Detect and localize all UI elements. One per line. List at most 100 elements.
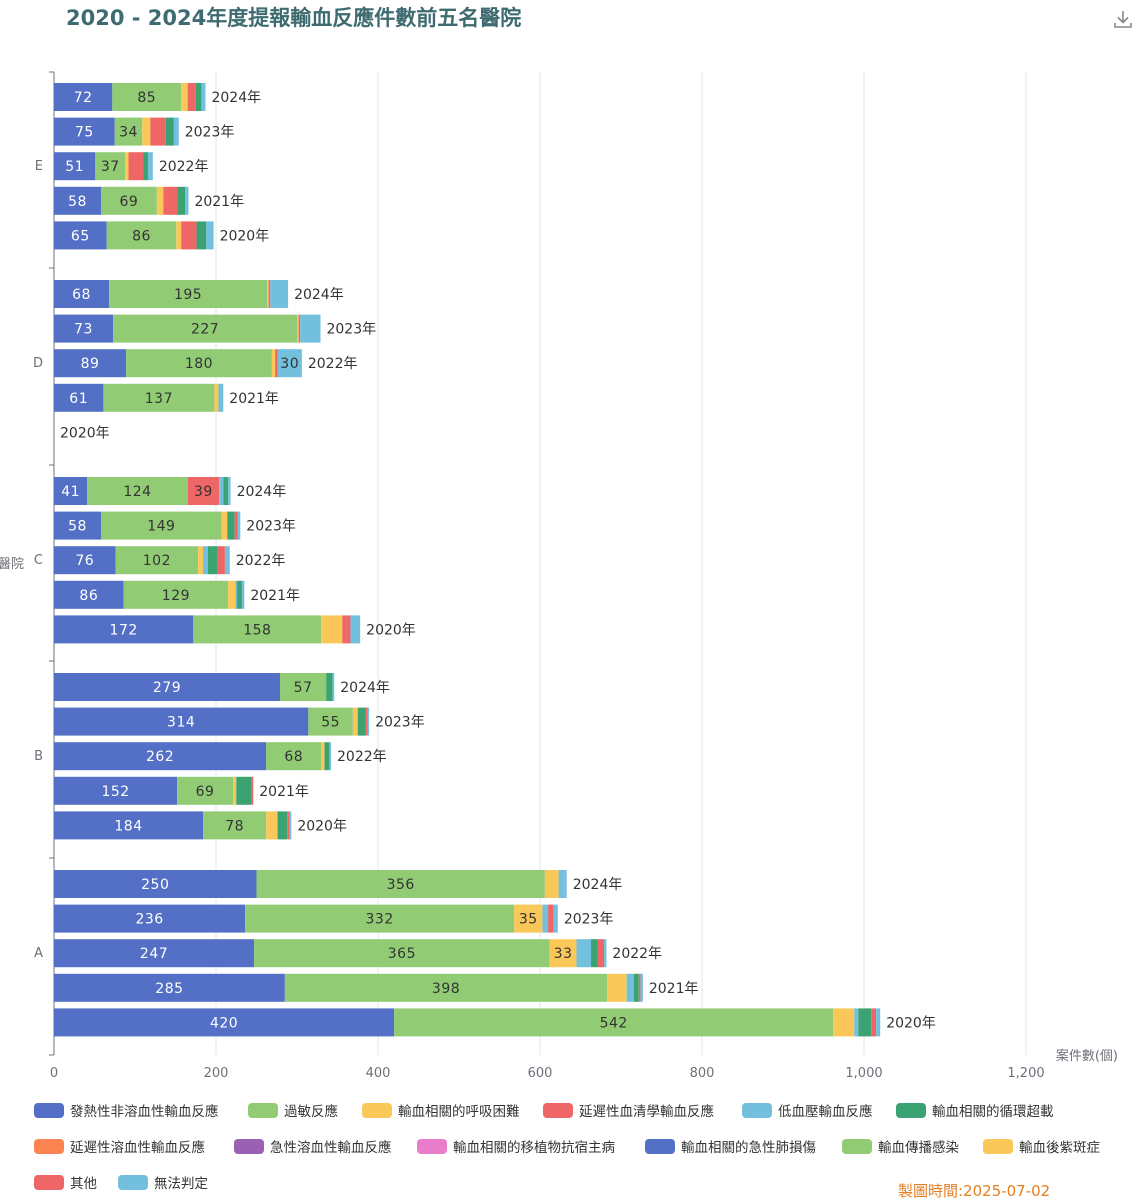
bar-segment[interactable] bbox=[54, 707, 309, 736]
bar-segment[interactable] bbox=[54, 280, 110, 308]
bar-segment[interactable] bbox=[626, 973, 634, 1002]
bar-segment[interactable] bbox=[113, 314, 297, 343]
legend-item[interactable]: 輸血相關的呼吸困難 bbox=[362, 1100, 520, 1120]
bar-segment[interactable] bbox=[871, 1008, 877, 1037]
bar-segment[interactable] bbox=[279, 673, 327, 701]
bar-segment[interactable] bbox=[163, 186, 178, 215]
legend-item[interactable]: 無法判定 bbox=[118, 1172, 208, 1192]
bar-segment[interactable] bbox=[114, 117, 143, 146]
bar-segment[interactable] bbox=[54, 615, 194, 644]
bar-segment[interactable] bbox=[54, 742, 267, 771]
bar-segment[interactable] bbox=[270, 280, 289, 308]
bar-segment[interactable] bbox=[603, 939, 607, 968]
bar-segment[interactable] bbox=[277, 349, 302, 378]
download-icon[interactable] bbox=[1112, 8, 1134, 30]
bar-segment[interactable] bbox=[54, 904, 246, 933]
bar-segment[interactable] bbox=[234, 511, 238, 540]
bar-segment[interactable] bbox=[357, 707, 366, 736]
bar-segment[interactable] bbox=[367, 707, 370, 736]
bar-segment[interactable] bbox=[87, 477, 188, 505]
bar-segment[interactable] bbox=[298, 314, 301, 343]
bar-segment[interactable] bbox=[54, 314, 114, 343]
bar-segment[interactable] bbox=[548, 904, 554, 933]
bar-segment[interactable] bbox=[193, 615, 322, 644]
bar-segment[interactable] bbox=[195, 83, 202, 111]
bar-segment[interactable] bbox=[123, 580, 229, 609]
bar-segment[interactable] bbox=[326, 673, 333, 701]
bar-segment[interactable] bbox=[297, 314, 299, 343]
legend-item[interactable]: 過敏反應 bbox=[248, 1100, 338, 1120]
bar-segment[interactable] bbox=[365, 707, 368, 736]
bar-segment[interactable] bbox=[106, 221, 177, 250]
bar-segment[interactable] bbox=[181, 83, 188, 111]
bar-segment[interactable] bbox=[176, 221, 182, 250]
bar-segment[interactable] bbox=[350, 615, 361, 644]
bar-segment[interactable] bbox=[54, 776, 178, 805]
bar-segment[interactable] bbox=[284, 973, 608, 1002]
bar-segment[interactable] bbox=[256, 870, 545, 898]
bar-segment[interactable] bbox=[54, 152, 96, 181]
bar-segment[interactable] bbox=[287, 811, 290, 840]
bar-segment[interactable] bbox=[54, 811, 204, 840]
bar-segment[interactable] bbox=[394, 1008, 834, 1037]
legend-item[interactable]: 輸血傳播感染 bbox=[842, 1136, 959, 1156]
bar-segment[interactable] bbox=[342, 615, 347, 644]
bar-segment[interactable] bbox=[321, 615, 343, 644]
legend-item[interactable]: 延遲性溶血性輸血反應 bbox=[34, 1136, 205, 1156]
bar-segment[interactable] bbox=[267, 280, 269, 308]
bar-segment[interactable] bbox=[277, 811, 288, 840]
bar-segment[interactable] bbox=[576, 939, 592, 968]
bar-segment[interactable] bbox=[203, 546, 208, 575]
bar-segment[interactable] bbox=[254, 939, 550, 968]
bar-segment[interactable] bbox=[173, 117, 179, 146]
bar-segment[interactable] bbox=[177, 186, 186, 215]
bar-segment[interactable] bbox=[54, 383, 104, 412]
legend-item[interactable]: 輸血相關的移植物抗宿主病 bbox=[417, 1136, 615, 1156]
bar-segment[interactable] bbox=[876, 1008, 881, 1037]
bar-segment[interactable] bbox=[224, 546, 230, 575]
bar-segment[interactable] bbox=[236, 776, 252, 805]
bar-segment[interactable] bbox=[54, 673, 280, 701]
bar-segment[interactable] bbox=[308, 707, 353, 736]
bar-segment[interactable] bbox=[54, 546, 116, 575]
bar-segment[interactable] bbox=[251, 776, 254, 805]
bar-segment[interactable] bbox=[221, 511, 228, 540]
bar-segment[interactable] bbox=[54, 117, 115, 146]
bar-segment[interactable] bbox=[324, 742, 330, 771]
bar-segment[interactable] bbox=[103, 383, 215, 412]
legend-item[interactable]: 低血壓輸血反應 bbox=[742, 1100, 873, 1120]
bar-segment[interactable] bbox=[54, 186, 101, 215]
bar-segment[interactable] bbox=[95, 152, 126, 181]
bar-segment[interactable] bbox=[346, 615, 351, 644]
bar-segment[interactable] bbox=[177, 776, 234, 805]
bar-segment[interactable] bbox=[237, 580, 242, 609]
bar-segment[interactable] bbox=[223, 477, 229, 505]
bar-segment[interactable] bbox=[218, 383, 224, 412]
bar-segment[interactable] bbox=[54, 511, 101, 540]
bar-segment[interactable] bbox=[237, 511, 241, 540]
bar-segment[interactable] bbox=[607, 973, 627, 1002]
bar-segment[interactable] bbox=[54, 349, 127, 378]
bar-segment[interactable] bbox=[235, 580, 238, 609]
bar-segment[interactable] bbox=[640, 973, 643, 1002]
bar-segment[interactable] bbox=[271, 349, 276, 378]
bar-segment[interactable] bbox=[187, 83, 196, 111]
bar-segment[interactable] bbox=[181, 221, 197, 250]
bar-segment[interactable] bbox=[219, 477, 224, 505]
bar-segment[interactable] bbox=[275, 349, 278, 378]
bar-segment[interactable] bbox=[112, 83, 182, 111]
bar-segment[interactable] bbox=[203, 811, 267, 840]
bar-segment[interactable] bbox=[352, 707, 358, 736]
bar-segment[interactable] bbox=[207, 546, 218, 575]
bar-segment[interactable] bbox=[227, 511, 235, 540]
bar-segment[interactable] bbox=[206, 221, 214, 250]
bar-segment[interactable] bbox=[165, 117, 174, 146]
bar-segment[interactable] bbox=[633, 973, 639, 1002]
bar-segment[interactable] bbox=[591, 939, 598, 968]
bar-segment[interactable] bbox=[854, 1008, 859, 1037]
bar-segment[interactable] bbox=[54, 83, 113, 111]
bar-segment[interactable] bbox=[268, 280, 271, 308]
bar-segment[interactable] bbox=[54, 477, 88, 505]
bar-segment[interactable] bbox=[198, 546, 204, 575]
bar-segment[interactable] bbox=[321, 742, 325, 771]
